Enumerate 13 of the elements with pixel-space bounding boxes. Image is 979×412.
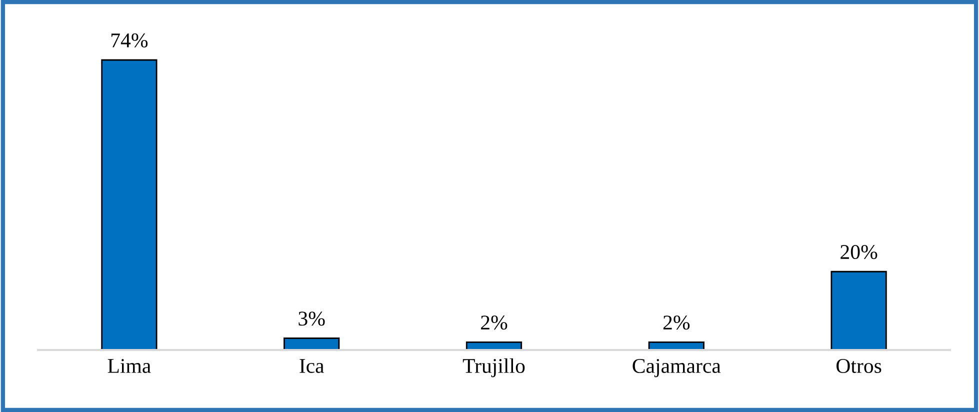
bar xyxy=(830,270,887,350)
data-label: 2% xyxy=(481,316,508,330)
data-label: 3% xyxy=(298,312,325,326)
x-tick-label: Trujillo xyxy=(462,358,525,378)
bar xyxy=(101,59,158,350)
x-tick-label: Lima xyxy=(108,358,151,373)
bar xyxy=(284,338,340,350)
x-tick-label: Otros xyxy=(836,358,882,373)
data-label: 20% xyxy=(840,244,878,260)
x-tick-label: Ica xyxy=(300,359,324,373)
data-label: 74% xyxy=(111,33,148,48)
x-tick-label: Cajamarca xyxy=(632,358,721,378)
data-label: 2% xyxy=(663,316,690,330)
